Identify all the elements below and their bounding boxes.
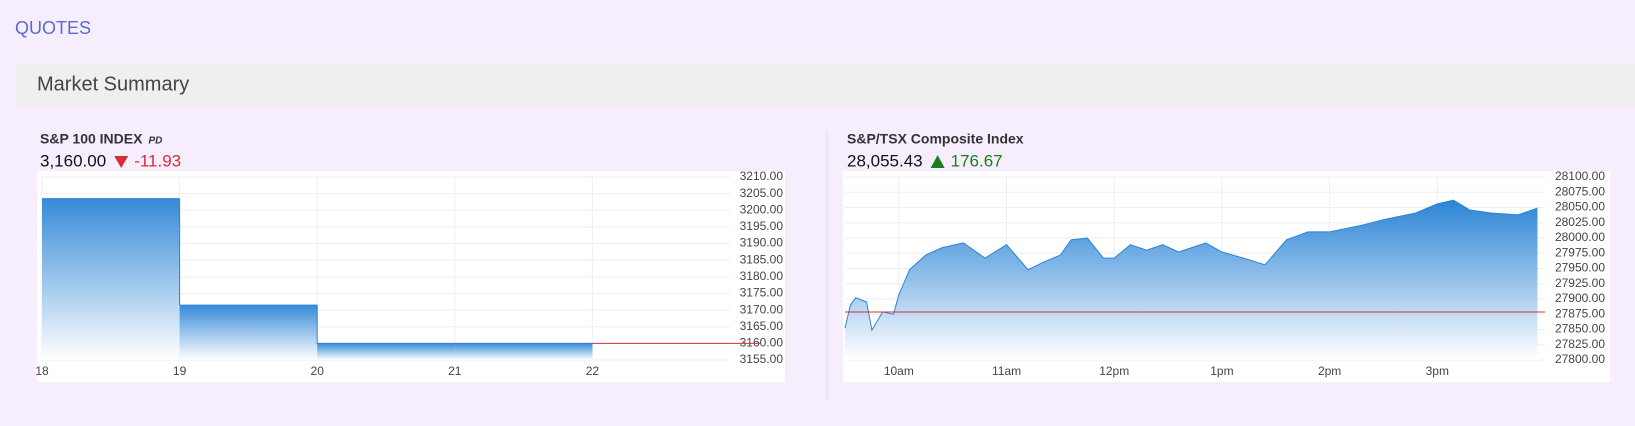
x-tick-label: 22 — [586, 364, 600, 378]
x-tick-label: 3pm — [1426, 364, 1449, 378]
y-tick-label: 27950.00 — [1555, 261, 1605, 275]
x-tick-label: 2pm — [1318, 364, 1341, 378]
change: 176.67 — [951, 151, 1003, 170]
section-bar — [15, 63, 1635, 106]
step-area — [179, 305, 318, 360]
y-tick-label: 3165.00 — [740, 319, 784, 333]
y-tick-label: 3210.00 — [740, 169, 784, 183]
y-tick-label: 3200.00 — [740, 202, 784, 216]
y-tick-label: 3180.00 — [740, 269, 784, 283]
x-tick-label: 11am — [992, 364, 1021, 378]
y-tick-label: 3175.00 — [740, 286, 784, 300]
y-tick-label: 28000.00 — [1555, 230, 1605, 244]
y-tick-label: 3155.00 — [740, 352, 784, 366]
area-line — [844, 199, 1538, 332]
y-tick-label: 28050.00 — [1555, 200, 1605, 214]
y-tick-label: 3195.00 — [740, 219, 784, 233]
y-tick-label: 3205.00 — [740, 186, 784, 200]
price: 3,160.00 — [40, 151, 106, 170]
y-tick-label: 27825.00 — [1555, 337, 1605, 351]
section-title: Market Summary — [37, 73, 189, 95]
index-name: S&P 100 INDEX — [40, 131, 143, 147]
y-tick-label: 28100.00 — [1555, 169, 1605, 183]
x-tick-label: 19 — [173, 364, 187, 378]
y-tick-label: 3190.00 — [740, 236, 784, 250]
y-tick-label: 3160.00 — [740, 336, 784, 350]
x-tick-label: 21 — [448, 364, 462, 378]
y-tick-label: 27900.00 — [1555, 291, 1605, 305]
y-tick-label: 28025.00 — [1555, 215, 1605, 229]
x-tick-label: 1pm — [1210, 364, 1233, 378]
price: 28,055.43 — [847, 151, 923, 170]
y-tick-label: 27875.00 — [1555, 306, 1605, 320]
page-title: QUOTES — [15, 18, 91, 38]
x-tick-label: 18 — [35, 364, 49, 378]
x-tick-label: 10am — [884, 364, 914, 378]
change: -11.93 — [134, 151, 181, 170]
y-tick-label: 27925.00 — [1555, 276, 1605, 290]
step-area — [454, 343, 593, 360]
step-area — [42, 198, 180, 360]
y-tick-label: 27800.00 — [1555, 352, 1605, 366]
index-name: S&P/TSX Composite Index — [847, 131, 1024, 147]
area-fill — [845, 200, 1538, 360]
x-tick-label: 12pm — [1099, 364, 1129, 378]
y-tick-label: 27975.00 — [1555, 245, 1605, 259]
index-badge: PD — [148, 136, 162, 147]
step-line — [316, 305, 455, 344]
step-line — [179, 198, 318, 306]
y-tick-label: 3185.00 — [740, 252, 784, 266]
y-tick-label: 3170.00 — [740, 302, 784, 316]
x-tick-label: 20 — [311, 364, 325, 378]
y-tick-label: 27850.00 — [1555, 322, 1605, 336]
step-area — [317, 343, 455, 360]
y-tick-label: 28075.00 — [1555, 184, 1605, 198]
up-arrow — [930, 155, 945, 168]
down-arrow — [114, 156, 129, 168]
